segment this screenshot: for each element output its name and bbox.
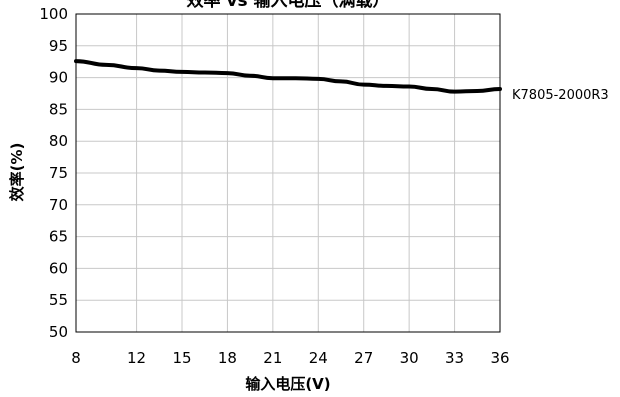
x-tick-label: 15 [172, 349, 191, 367]
y-tick-label: 85 [49, 100, 68, 118]
y-tick-label: 95 [49, 37, 68, 55]
y-tick-label: 100 [39, 5, 68, 23]
series-label: K7805-2000R3 [512, 88, 609, 103]
x-tick-label: 21 [263, 349, 282, 367]
plot-frame [75, 13, 501, 333]
y-tick-label: 90 [49, 69, 68, 87]
series-line [74, 59, 502, 94]
y-tick-label: 80 [49, 132, 68, 150]
y-tick-labels: 50 55 60 65 70 75 80 85 90 95 100 [39, 5, 68, 341]
y-tick-label: 75 [49, 164, 68, 182]
x-tick-label: 24 [309, 349, 328, 367]
y-axis-title: 效率(%) [8, 143, 26, 202]
y-tick-label: 50 [49, 323, 68, 341]
y-tick-label: 60 [49, 259, 68, 277]
y-tick-label: 55 [49, 291, 68, 309]
x-tick-label: 30 [400, 349, 419, 367]
x-tick-label: 12 [127, 349, 146, 367]
x-axis-title: 输入电压(V) [245, 375, 330, 393]
x-tick-labels: 8 12 15 18 21 24 27 30 33 36 [71, 349, 509, 367]
chart-title: 效率 vs 输入电压（满载） [186, 0, 389, 11]
x-tick-label: 8 [71, 349, 81, 367]
y-tick-label: 70 [49, 196, 68, 214]
x-tick-label: 18 [218, 349, 237, 367]
x-tick-label: 33 [445, 349, 464, 367]
x-tick-label: 36 [490, 349, 509, 367]
grid [75, 13, 501, 333]
y-tick-label: 65 [49, 228, 68, 246]
x-tick-label: 27 [354, 349, 373, 367]
